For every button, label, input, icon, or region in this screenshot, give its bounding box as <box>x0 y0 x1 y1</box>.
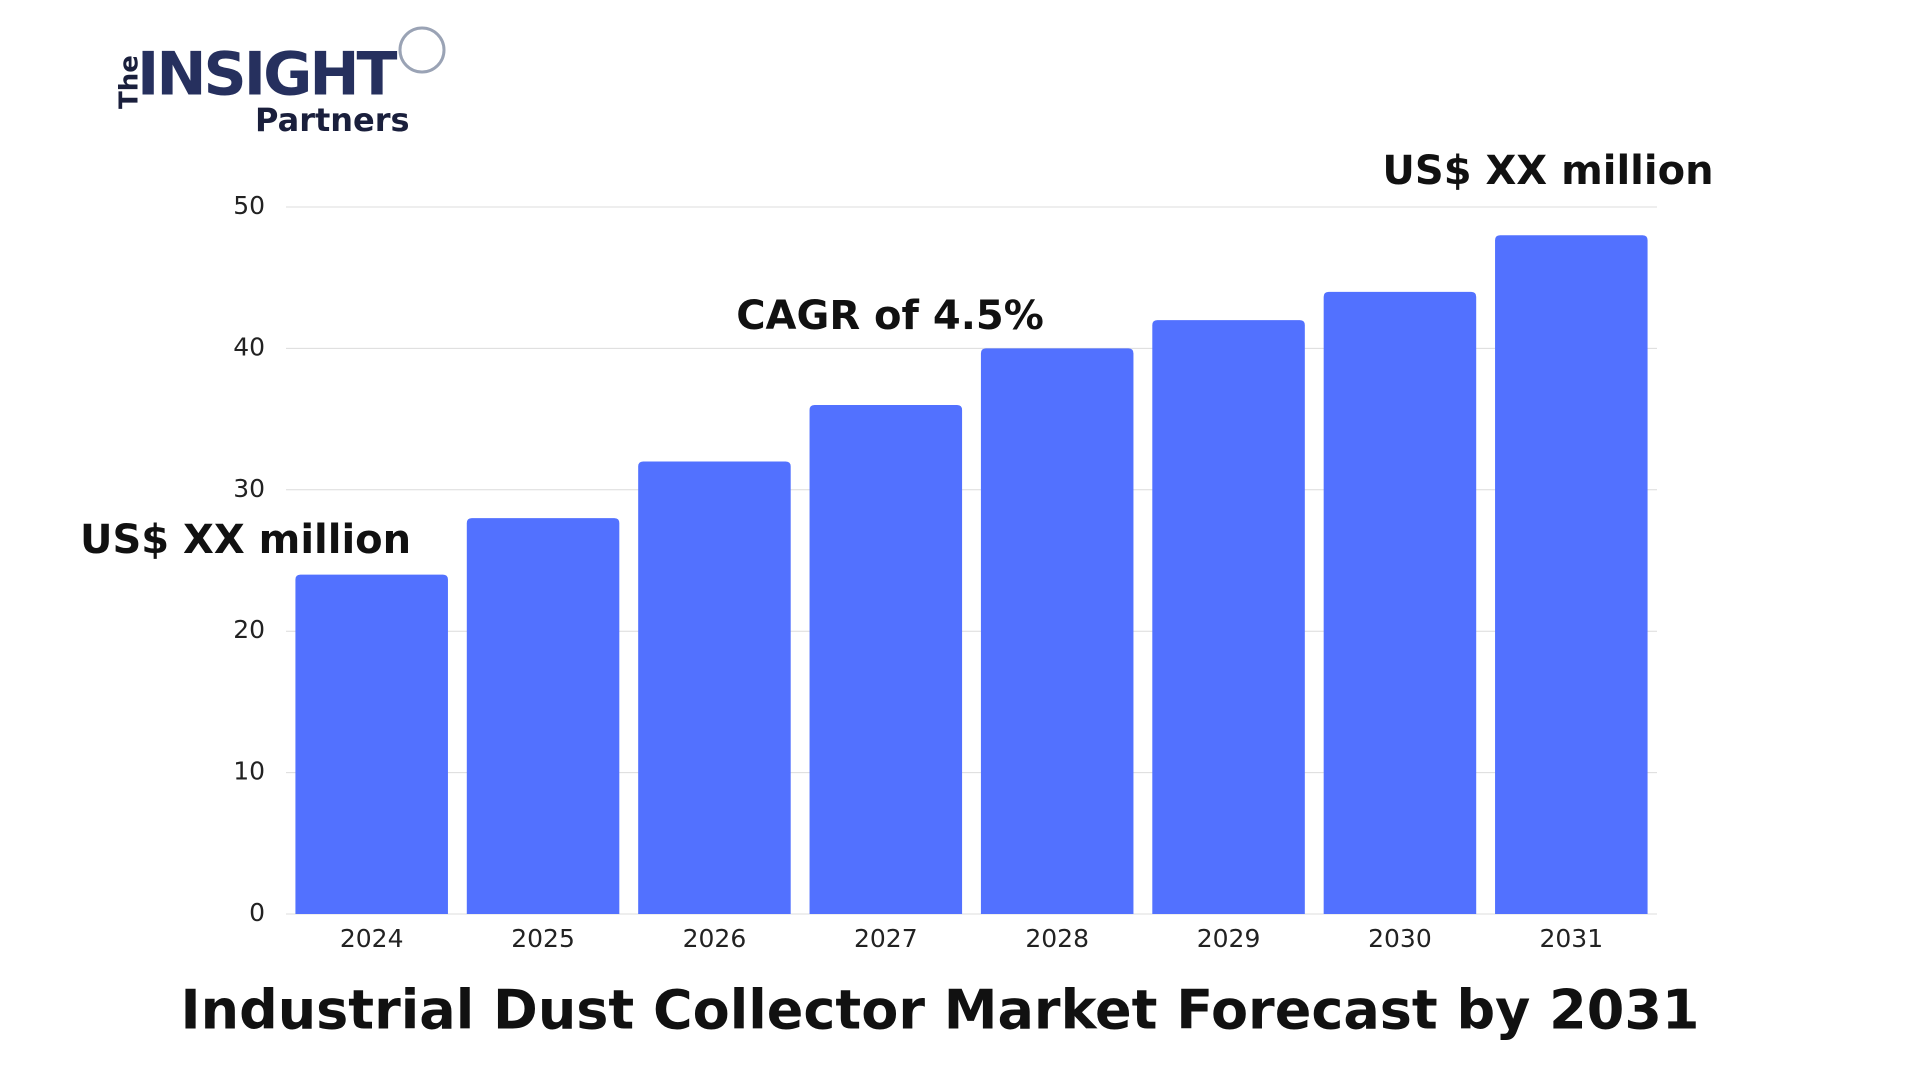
bar <box>638 461 791 914</box>
bar <box>809 404 963 914</box>
y-tick-label: 20 <box>233 615 265 644</box>
logo-partners: Partners <box>255 101 410 139</box>
logo-the: The <box>115 55 145 109</box>
bar <box>980 348 1134 914</box>
y-tick-label: 40 <box>233 332 265 361</box>
x-tick-label: 2028 <box>1025 924 1089 953</box>
annotation: US$ XX million <box>1382 148 1713 194</box>
logo-lens <box>398 26 446 74</box>
x-tick-label: 2024 <box>340 924 404 953</box>
logo: The INSIGHT Partners <box>115 26 446 139</box>
x-tick-label: 2027 <box>854 924 918 953</box>
y-tick-label: 0 <box>249 898 265 927</box>
x-tick-label: 2031 <box>1540 924 1604 953</box>
chart-title: Industrial Dust Collector Market Forecas… <box>181 979 1700 1042</box>
bar <box>1495 235 1648 914</box>
annotation: CAGR of 4.5% <box>736 293 1044 339</box>
y-tick-label: 50 <box>233 191 265 220</box>
bar <box>1152 320 1305 914</box>
logo-insight: INSIGHT <box>137 40 398 110</box>
x-tick-label: 2025 <box>511 924 575 953</box>
x-tick-label: 2026 <box>683 924 747 953</box>
bar <box>295 574 448 914</box>
bar <box>1323 291 1477 915</box>
y-tick-label: 10 <box>233 757 265 786</box>
bar <box>466 518 620 914</box>
y-tick-label: 30 <box>233 474 265 503</box>
annotation: US$ XX million <box>80 517 411 563</box>
x-tick-label: 2029 <box>1197 924 1261 953</box>
x-tick-label: 2030 <box>1368 924 1432 953</box>
